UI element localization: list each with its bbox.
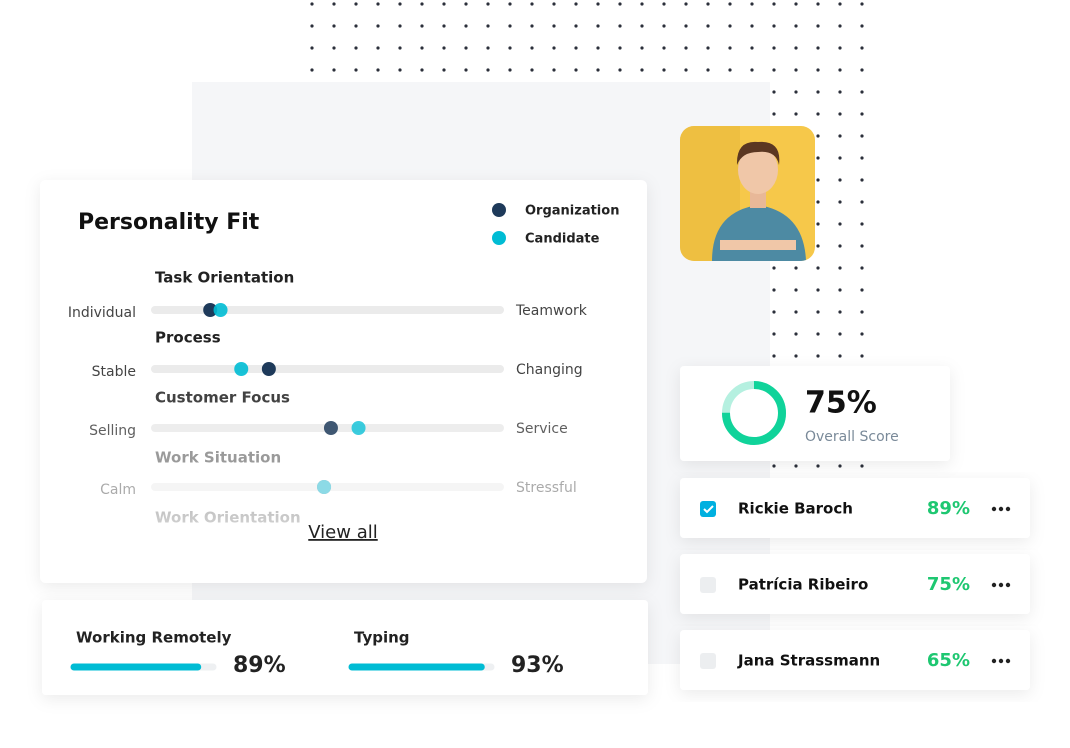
candidate-name: Patrícia Ribeiro <box>738 576 868 594</box>
menu-dot <box>1005 582 1011 588</box>
skill-score: 93% <box>511 653 564 678</box>
legend-label: Candidate <box>525 232 600 247</box>
view-all-link[interactable]: View all <box>308 522 377 543</box>
candidate-dot <box>351 421 366 435</box>
skill-name: Working Remotely <box>76 629 232 647</box>
menu-dot <box>1005 658 1011 664</box>
overall-label: Overall Score <box>805 429 899 445</box>
candidate-dot <box>317 480 332 494</box>
trait-right: Changing <box>516 362 583 378</box>
candidate-name: Rickie Baroch <box>738 500 853 518</box>
candidate-score: 65% <box>927 650 970 671</box>
trait-row: Task Orientation Individual Teamwork <box>68 269 588 322</box>
personality-card: Personality Fit Organization Candidate T… <box>40 180 647 583</box>
candidate-card <box>680 630 1030 690</box>
menu-dot <box>1005 506 1011 512</box>
checkbox[interactable] <box>700 501 716 517</box>
organization-dot <box>323 421 338 435</box>
skill-score: 89% <box>233 653 286 678</box>
candidate-card <box>680 478 1030 538</box>
trait-row: Work Situation Calm Stressful <box>100 449 577 499</box>
legend-dot <box>492 231 506 245</box>
candidate-dot <box>213 303 228 317</box>
organization-dot <box>203 303 218 317</box>
legend-label: Organization <box>525 204 619 219</box>
donut-arc <box>722 381 786 445</box>
trait-title: Process <box>155 329 221 347</box>
trait-right: Service <box>516 421 568 437</box>
trait-left: Selling <box>89 423 136 439</box>
candidate-photo <box>680 126 815 261</box>
trait-right: Stressful <box>516 480 577 496</box>
skills-card <box>42 600 648 695</box>
candidate-list: Rickie Baroch 89% Patrícia Ribeiro 75% Jana … <box>680 478 1030 690</box>
candidate-name: Jana Strassmann <box>737 652 880 670</box>
trait-title: Customer Focus <box>155 389 290 407</box>
fade <box>42 500 645 582</box>
legend-dot <box>492 203 506 217</box>
organization-dot <box>317 480 332 494</box>
trait-title: Task Orientation <box>155 269 294 287</box>
trait-row: Process Stable Changing <box>92 329 583 381</box>
menu-dot <box>998 658 1004 664</box>
candidate-card <box>680 554 1030 614</box>
trait-row: Customer Focus Selling Service <box>89 389 568 440</box>
checkbox[interactable] <box>700 653 716 669</box>
candidate-score: 75% <box>927 574 970 595</box>
menu-dot <box>998 506 1004 512</box>
candidate-score: 89% <box>927 498 970 519</box>
trait-left: Individual <box>68 305 136 321</box>
menu-dot <box>991 658 997 664</box>
trait-left: Stable <box>92 364 136 380</box>
trait-title: Work Situation <box>155 449 281 467</box>
menu-dot <box>991 506 997 512</box>
card <box>40 180 647 583</box>
trait-left: Calm <box>100 482 136 498</box>
skill-name: Typing <box>354 629 410 647</box>
overall-score: 75% <box>805 386 877 421</box>
candidate-dot <box>234 362 249 376</box>
card-title: Personality Fit <box>78 210 260 235</box>
check-mark <box>703 505 714 514</box>
trait-right: Teamwork <box>515 303 588 319</box>
organization-dot <box>261 362 276 376</box>
menu-dot <box>991 582 997 588</box>
menu-dot <box>998 582 1004 588</box>
checkbox[interactable] <box>700 577 716 593</box>
